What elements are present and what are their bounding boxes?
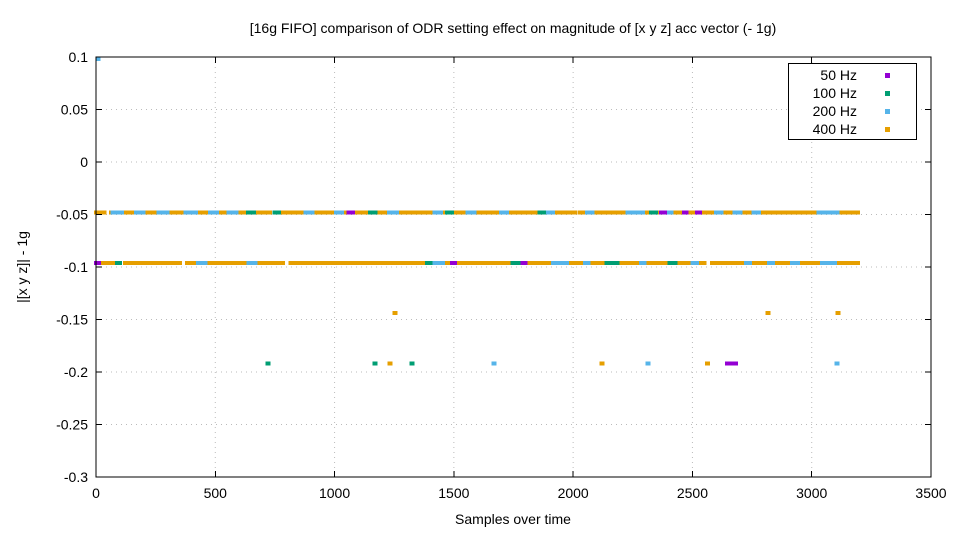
legend-label: 50 Hz xyxy=(820,67,857,83)
legend-row-50hz: 50 Hz xyxy=(789,66,916,84)
legend-row-400hz: 400 Hz xyxy=(789,120,916,138)
svg-text:1500: 1500 xyxy=(438,485,469,501)
chart-title: [16g FIFO] comparison of ODR setting eff… xyxy=(249,20,777,36)
legend: 50 Hz 100 Hz 200 Hz 400 Hz xyxy=(788,63,917,140)
svg-text:2000: 2000 xyxy=(558,485,589,501)
svg-text:0.1: 0.1 xyxy=(69,49,89,65)
svg-text:-0.15: -0.15 xyxy=(56,312,88,328)
legend-label: 100 Hz xyxy=(812,85,857,101)
legend-marker xyxy=(885,108,890,114)
svg-text:3000: 3000 xyxy=(796,485,827,501)
svg-text:500: 500 xyxy=(204,485,228,501)
legend-label: 400 Hz xyxy=(812,121,857,137)
svg-text:-0.2: -0.2 xyxy=(64,364,88,380)
legend-row-100hz: 100 Hz xyxy=(789,84,916,102)
svg-text:0: 0 xyxy=(80,154,88,170)
svg-text:1000: 1000 xyxy=(319,485,350,501)
legend-row-200hz: 200 Hz xyxy=(789,102,916,120)
legend-label: 200 Hz xyxy=(812,103,857,119)
legend-marker xyxy=(885,126,890,132)
svg-text:0: 0 xyxy=(92,485,100,501)
svg-text:-0.05: -0.05 xyxy=(56,207,88,223)
svg-text:-0.25: -0.25 xyxy=(56,417,88,433)
legend-marker xyxy=(885,72,890,78)
svg-text:2500: 2500 xyxy=(677,485,708,501)
svg-text:3500: 3500 xyxy=(915,485,946,501)
svg-text:-0.3: -0.3 xyxy=(64,469,88,485)
svg-text:0.05: 0.05 xyxy=(61,102,88,118)
legend-marker xyxy=(885,90,890,96)
svg-text:-0.1: -0.1 xyxy=(64,259,88,275)
x-axis-label: Samples over time xyxy=(455,511,571,527)
